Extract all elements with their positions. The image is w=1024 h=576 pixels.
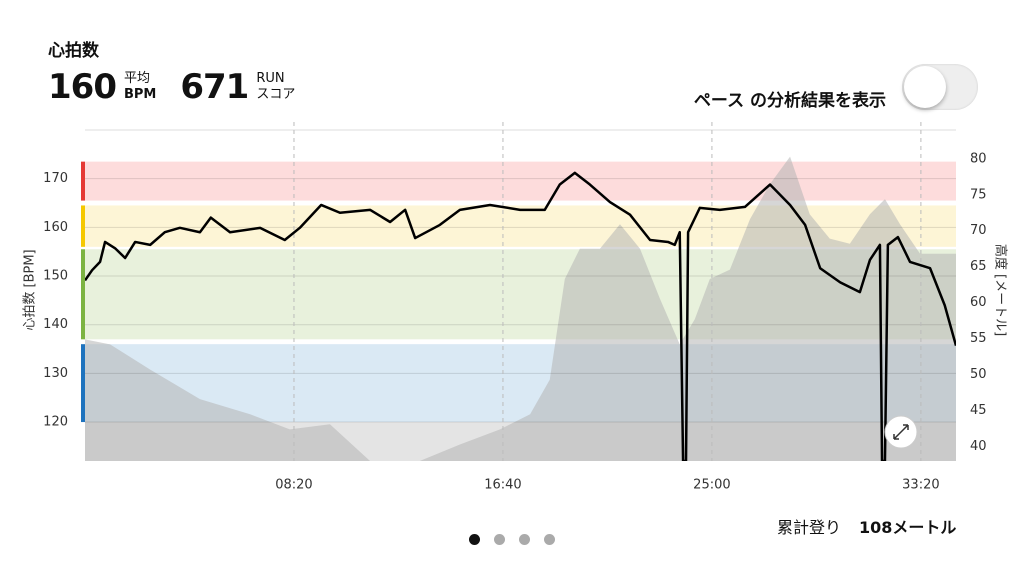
y2-tick-label: 80 <box>970 151 987 166</box>
y-tick-label: 130 <box>43 366 68 381</box>
x-tick-label: 08:20 <box>275 478 312 493</box>
toggle-label: ペース の分析結果を表示 <box>693 91 886 111</box>
header: 心拍数 160 平均 BPM 671 RUN スコア <box>48 36 319 107</box>
y2-tick-label: 75 <box>970 187 987 202</box>
header-title: 心拍数 <box>48 41 99 61</box>
x-tick-label: 16:40 <box>484 478 521 493</box>
x-tick-label: 33:20 <box>902 478 939 493</box>
y2-tick-label: 50 <box>970 367 987 382</box>
score-label: RUN スコア <box>256 71 295 103</box>
page-dot[interactable] <box>519 534 530 545</box>
page-dot[interactable] <box>494 534 505 545</box>
page-dot[interactable] <box>544 534 555 545</box>
zone-accent <box>81 344 85 423</box>
heart-rate-line <box>85 171 956 461</box>
y-axis-label: 心拍数 [BPM] <box>23 249 38 330</box>
stats: 160 平均 BPM 671 RUN スコア <box>48 67 319 107</box>
ascent-value: 108メートル <box>859 518 957 537</box>
expand-button[interactable] <box>884 415 918 449</box>
y2-tick-label: 60 <box>970 295 987 310</box>
y2-tick-label: 55 <box>970 331 987 346</box>
y-tick-label: 160 <box>43 220 68 235</box>
y2-axis-label: 高度 [メートル] <box>993 244 1009 336</box>
footer: 累計登り 108メートル <box>777 514 956 538</box>
toggle-knob <box>904 66 946 108</box>
pagination <box>469 534 555 545</box>
score-value: 671 <box>180 67 249 107</box>
y2-tick-label: 40 <box>970 439 987 454</box>
avg-value: 160 <box>48 67 117 107</box>
zone-band <box>85 161 956 201</box>
y2-tick-label: 65 <box>970 259 987 274</box>
y-tick-label: 120 <box>43 415 68 430</box>
score-label-top: RUN <box>256 71 285 86</box>
altitude-area <box>85 156 956 461</box>
zone-accent <box>81 205 85 247</box>
y-tick-label: 170 <box>43 171 68 186</box>
avg-label-bottom: BPM <box>123 87 157 102</box>
ascent-label: 累計登り <box>777 518 842 537</box>
y2-tick-label: 45 <box>970 403 987 418</box>
y-tick-label: 140 <box>43 317 68 332</box>
x-tick-label: 25:00 <box>693 478 730 493</box>
avg-label: 平均 BPM <box>124 71 156 103</box>
zone-accent <box>81 249 85 340</box>
score-label-bottom: スコア <box>256 87 296 102</box>
page-dot[interactable] <box>469 534 480 545</box>
expand-icon <box>893 424 909 440</box>
zone-accent <box>81 161 85 201</box>
avg-label-top: 平均 <box>123 71 150 86</box>
y-tick-label: 150 <box>43 269 68 284</box>
toggle-switch[interactable] <box>902 64 978 110</box>
y2-tick-label: 70 <box>970 223 987 238</box>
